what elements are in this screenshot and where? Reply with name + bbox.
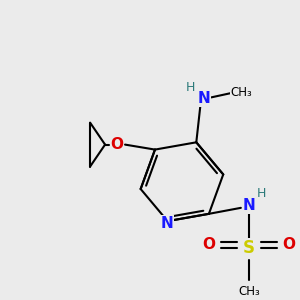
Text: N: N bbox=[242, 198, 255, 213]
Text: H: H bbox=[186, 81, 195, 94]
Text: O: O bbox=[282, 237, 295, 252]
Text: CH₃: CH₃ bbox=[238, 285, 260, 298]
Text: S: S bbox=[243, 239, 255, 257]
Text: H: H bbox=[257, 188, 266, 200]
Text: O: O bbox=[202, 237, 215, 252]
Text: O: O bbox=[111, 137, 124, 152]
Text: CH₃: CH₃ bbox=[230, 86, 252, 99]
Text: N: N bbox=[160, 216, 173, 231]
Text: N: N bbox=[198, 91, 211, 106]
